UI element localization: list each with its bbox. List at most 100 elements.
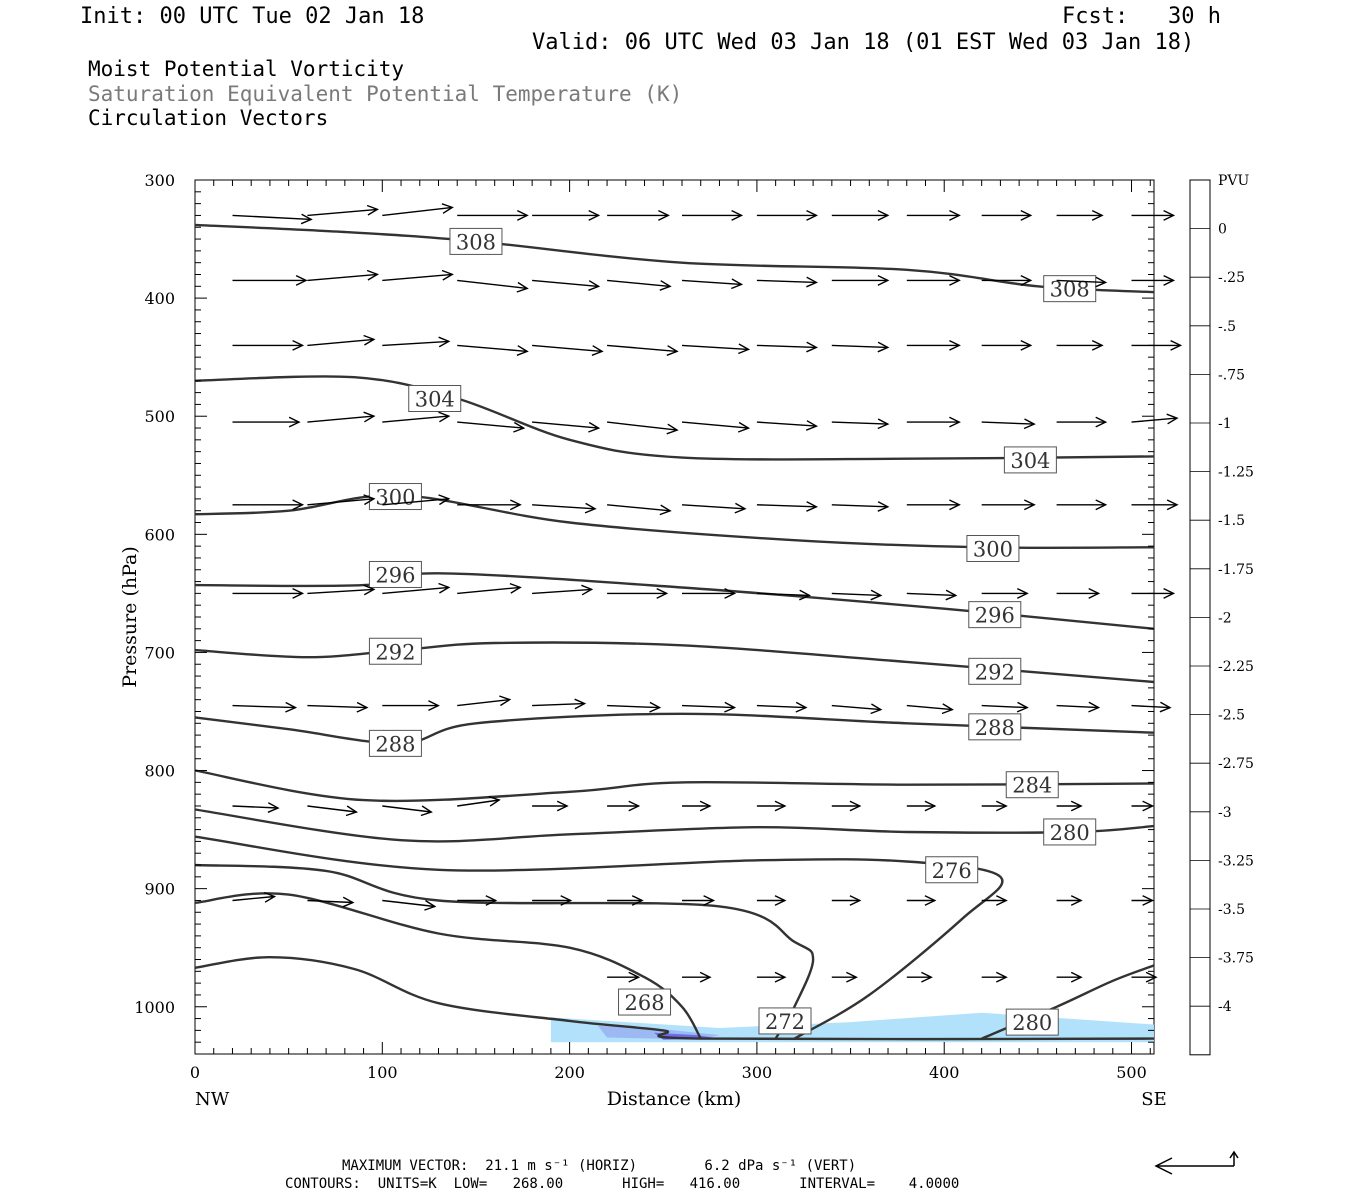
y-tick-label: 500 — [144, 407, 175, 426]
circulation-vector — [232, 416, 301, 428]
vector-shaft — [831, 421, 888, 425]
vector-head — [588, 280, 601, 291]
colorbar-label: -3.5 — [1218, 902, 1245, 918]
contour-label-box — [368, 483, 422, 511]
contour-line-288 — [194, 712, 1155, 745]
vector-shaft — [681, 421, 749, 429]
vector-head — [949, 416, 961, 428]
contour-label-box — [618, 988, 672, 1016]
vector-head — [774, 800, 787, 812]
contour-label-box — [968, 601, 1022, 629]
colorbar-label: -.25 — [1218, 270, 1245, 286]
vector-shaft — [307, 273, 378, 282]
vector-shaft — [382, 899, 435, 908]
field-title-thetae: Saturation Equivalent Potential Temperat… — [88, 82, 683, 106]
vector-head — [1023, 499, 1036, 511]
colorbar-label: -1.75 — [1218, 562, 1254, 578]
colorbar-label: -.75 — [1218, 367, 1245, 383]
circulation-vector — [981, 499, 1036, 511]
circulation-vector — [232, 587, 305, 599]
vector-shaft — [756, 504, 817, 508]
circulation-vector — [682, 209, 744, 221]
vector-shaft — [756, 279, 817, 284]
circulation-vector — [607, 209, 670, 221]
circulation-vector — [981, 209, 1033, 221]
contour-label: 292 — [375, 640, 415, 664]
vector-head — [724, 587, 737, 599]
colorbar-label: -2.75 — [1218, 756, 1254, 772]
vector-head — [441, 203, 454, 214]
contour-line-308 — [194, 223, 1155, 294]
vector-shaft — [1056, 279, 1106, 284]
y-axis-label: Pressure (hPa) — [119, 546, 141, 688]
y-tick-label: 700 — [144, 643, 175, 662]
vector-head — [1091, 339, 1104, 351]
vector-head — [441, 269, 454, 281]
vector-shaft — [307, 899, 353, 904]
vector-head — [438, 336, 451, 348]
vector-shaft — [232, 895, 275, 902]
vector-head — [877, 209, 890, 221]
circulation-vector — [307, 896, 355, 908]
vector-shaft — [681, 279, 742, 286]
circulation-vector — [906, 209, 961, 221]
vector-shaft — [756, 344, 817, 349]
reference-vector-icon — [1154, 1150, 1239, 1175]
vector-shaft — [756, 704, 806, 709]
vector-head — [1145, 971, 1158, 983]
vector-shaft — [382, 273, 453, 282]
vector-head — [870, 703, 883, 715]
circulation-vector — [382, 336, 451, 348]
vector-head — [366, 204, 380, 216]
circulation-vector — [1056, 800, 1083, 812]
vector-shaft — [607, 504, 671, 512]
vector-shaft — [457, 279, 528, 290]
vector-head — [666, 423, 679, 435]
contour-label: 288 — [375, 732, 415, 756]
vector-head — [1095, 499, 1108, 511]
y-tick-label: 400 — [144, 289, 175, 308]
circulation-vector — [831, 274, 890, 286]
circulation-vector — [457, 499, 522, 511]
circulation-vector — [906, 971, 933, 983]
vector-head — [734, 502, 747, 514]
vector-shaft — [756, 421, 817, 427]
vector-shaft — [457, 698, 510, 707]
circulation-vector — [607, 701, 662, 713]
circulation-vector — [756, 589, 812, 601]
vector-head — [1163, 209, 1176, 221]
vector-head — [513, 421, 526, 433]
vector-shaft — [382, 206, 453, 217]
circulation-vector — [1056, 971, 1083, 983]
vector-shaft — [1056, 704, 1099, 709]
valid-time: Valid: 06 UTC Wed 03 Jan 18 (01 EST Wed … — [532, 30, 1195, 55]
vector-head — [263, 891, 277, 903]
vector-head — [516, 345, 529, 356]
vector-head — [949, 339, 961, 351]
circulation-vector — [756, 971, 787, 983]
vector-head — [995, 800, 1008, 812]
vector-head — [285, 701, 298, 713]
vector-head — [1016, 701, 1029, 713]
contour-label: 276 — [932, 859, 972, 883]
contour-label: 288 — [975, 716, 1015, 740]
vector-head — [995, 971, 1008, 983]
circulation-vector — [307, 269, 380, 282]
colorbar-label: -3.75 — [1218, 951, 1254, 967]
vector-shaft — [681, 504, 746, 510]
max-vector-note: MAXIMUM VECTOR: 21.1 m s⁻¹ (HORIZ) 6.2 d… — [342, 1158, 857, 1174]
colorbar-label: -2.25 — [1218, 659, 1254, 675]
vector-head — [499, 695, 512, 707]
circulation-vector — [981, 971, 1008, 983]
circulation-vector — [307, 204, 380, 217]
init-time: Init: 00 UTC Tue 02 Jan 18 — [80, 4, 425, 29]
vector-head — [738, 343, 751, 355]
contour-line-276 — [194, 835, 1004, 1040]
vector-head — [731, 278, 744, 290]
vector-head — [806, 209, 819, 221]
vector-head — [288, 416, 301, 428]
circulation-vector — [532, 584, 594, 596]
vector-head — [1163, 587, 1176, 599]
circulation-vector — [382, 203, 454, 217]
